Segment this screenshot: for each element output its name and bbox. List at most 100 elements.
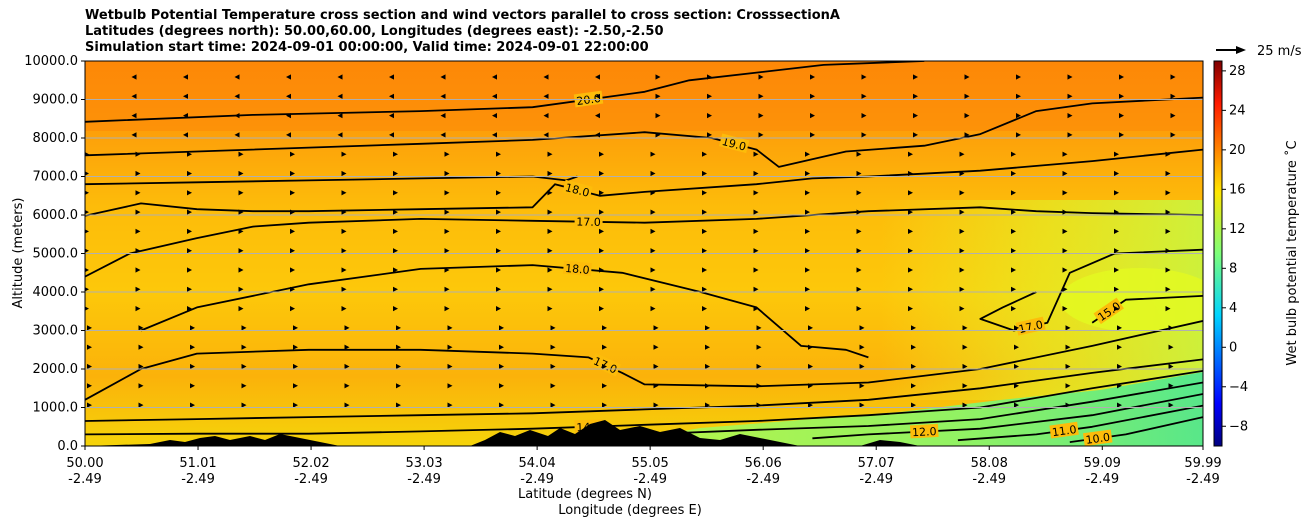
- wind-vector: [1165, 170, 1171, 177]
- wind-vector: [756, 383, 762, 389]
- contour-label-bg: [1082, 429, 1113, 446]
- wind-vector: [80, 113, 85, 118]
- wind-vector: [908, 151, 913, 157]
- wind-vector: [444, 228, 450, 234]
- wind-vector: [595, 132, 600, 138]
- wind-vector: [131, 74, 137, 80]
- wind-vector: [238, 286, 244, 292]
- wind-vector: [440, 132, 446, 138]
- colorbar-fill: [1214, 61, 1222, 446]
- wind-vector: [389, 74, 394, 80]
- wind-vector: [543, 93, 549, 99]
- y-tick-label: 6000.0: [33, 208, 79, 223]
- wind-vector: [341, 228, 347, 234]
- wind-vector: [861, 132, 867, 138]
- wind-vector: [290, 228, 295, 234]
- wind-vector: [1170, 132, 1176, 138]
- wind-vector: [183, 113, 188, 119]
- wind-vector: [547, 248, 553, 254]
- wind-vector: [758, 132, 764, 138]
- wind-vector: [87, 325, 92, 331]
- wind-vector: [602, 402, 607, 408]
- wind-vector: [337, 132, 343, 138]
- wind-vector: [707, 132, 712, 138]
- wind-vector: [190, 363, 195, 370]
- wind-vector: [85, 171, 89, 176]
- wind-vector: [1014, 363, 1019, 370]
- wind-vector: [1065, 363, 1071, 370]
- wind-vector: [1165, 209, 1171, 215]
- wind-vector: [1165, 228, 1171, 234]
- wind-vector: [650, 151, 656, 157]
- wind-vector: [602, 383, 607, 389]
- wind-vector: [707, 113, 712, 119]
- wind-vector: [702, 170, 707, 177]
- colorbar-axis: −8 −4 0 4 8 12 16 20 24 28: [1222, 64, 1248, 434]
- wind-vector: [805, 286, 810, 292]
- wind-vector: [187, 286, 192, 292]
- wind-vector: [344, 383, 350, 389]
- wind-vector: [702, 151, 707, 157]
- wind-vector: [444, 190, 450, 196]
- wind-vector: [1011, 190, 1016, 196]
- wind-vector: [599, 151, 604, 157]
- wind-vector: [80, 132, 85, 137]
- wind-vector: [85, 287, 89, 292]
- wind-vector: [913, 132, 918, 138]
- wind-vector: [859, 402, 865, 408]
- wind-vector: [190, 325, 195, 331]
- y-tick-label: 5000.0: [33, 247, 79, 262]
- wind-vector: [1062, 248, 1068, 254]
- wind-vector: [496, 151, 501, 157]
- wind-vector: [810, 74, 815, 80]
- wind-vector: [135, 170, 141, 177]
- wind-vector: [444, 286, 450, 292]
- y-axis-label: Altitude (meters): [11, 198, 26, 309]
- wind-vector: [547, 286, 553, 292]
- wind-vector: [135, 190, 141, 196]
- wind-vector: [1014, 402, 1019, 408]
- wind-vector: [1065, 383, 1071, 389]
- wind-vector: [543, 132, 549, 138]
- wind-vector: [1165, 151, 1171, 157]
- wind-vector: [962, 363, 968, 370]
- wind-vector: [447, 402, 453, 408]
- wind-vector: [1170, 74, 1176, 80]
- contour-line: [644, 381, 1203, 436]
- x-tick-lon-label: -2.49: [746, 472, 780, 487]
- wind-vector: [241, 402, 247, 408]
- wind-vector: [1117, 344, 1122, 350]
- x-tick-lon-label: -2.49: [181, 472, 215, 487]
- colorbar-tick-label: 8: [1229, 261, 1237, 276]
- wind-vector: [85, 210, 89, 215]
- wind-vector: [959, 286, 965, 292]
- wind-vector: [187, 209, 192, 215]
- wind-vector: [1065, 325, 1071, 331]
- wind-vector: [756, 344, 762, 350]
- wind-vector: [547, 267, 553, 273]
- wind-vector: [908, 170, 913, 177]
- wind-vector: [290, 286, 295, 292]
- wind-vector: [444, 170, 450, 177]
- terrain: [85, 420, 920, 446]
- wind-vector: [183, 93, 188, 99]
- wind-vector: [1062, 286, 1068, 292]
- wind-vector: [599, 267, 604, 273]
- wind-vector: [138, 402, 144, 408]
- x-tick-lon-label: -2.49: [859, 472, 893, 487]
- wind-vector: [344, 363, 350, 370]
- x-tick-lat-label: 59.99: [1184, 456, 1221, 471]
- wind-vector: [396, 383, 401, 389]
- wind-vector: [496, 209, 501, 215]
- x-tick-lat-label: 59.09: [1084, 456, 1121, 471]
- wind-vector: [595, 113, 600, 119]
- wind-vector: [753, 170, 759, 177]
- wind-vector: [856, 267, 862, 273]
- wind-vector: [1165, 190, 1171, 196]
- wind-vector: [655, 113, 661, 119]
- wind-vector: [496, 190, 501, 196]
- x-tick-lat-label: 55.05: [632, 456, 669, 471]
- wind-vector: [1117, 402, 1122, 408]
- wind-vector: [543, 74, 549, 80]
- wind-vector: [87, 383, 92, 389]
